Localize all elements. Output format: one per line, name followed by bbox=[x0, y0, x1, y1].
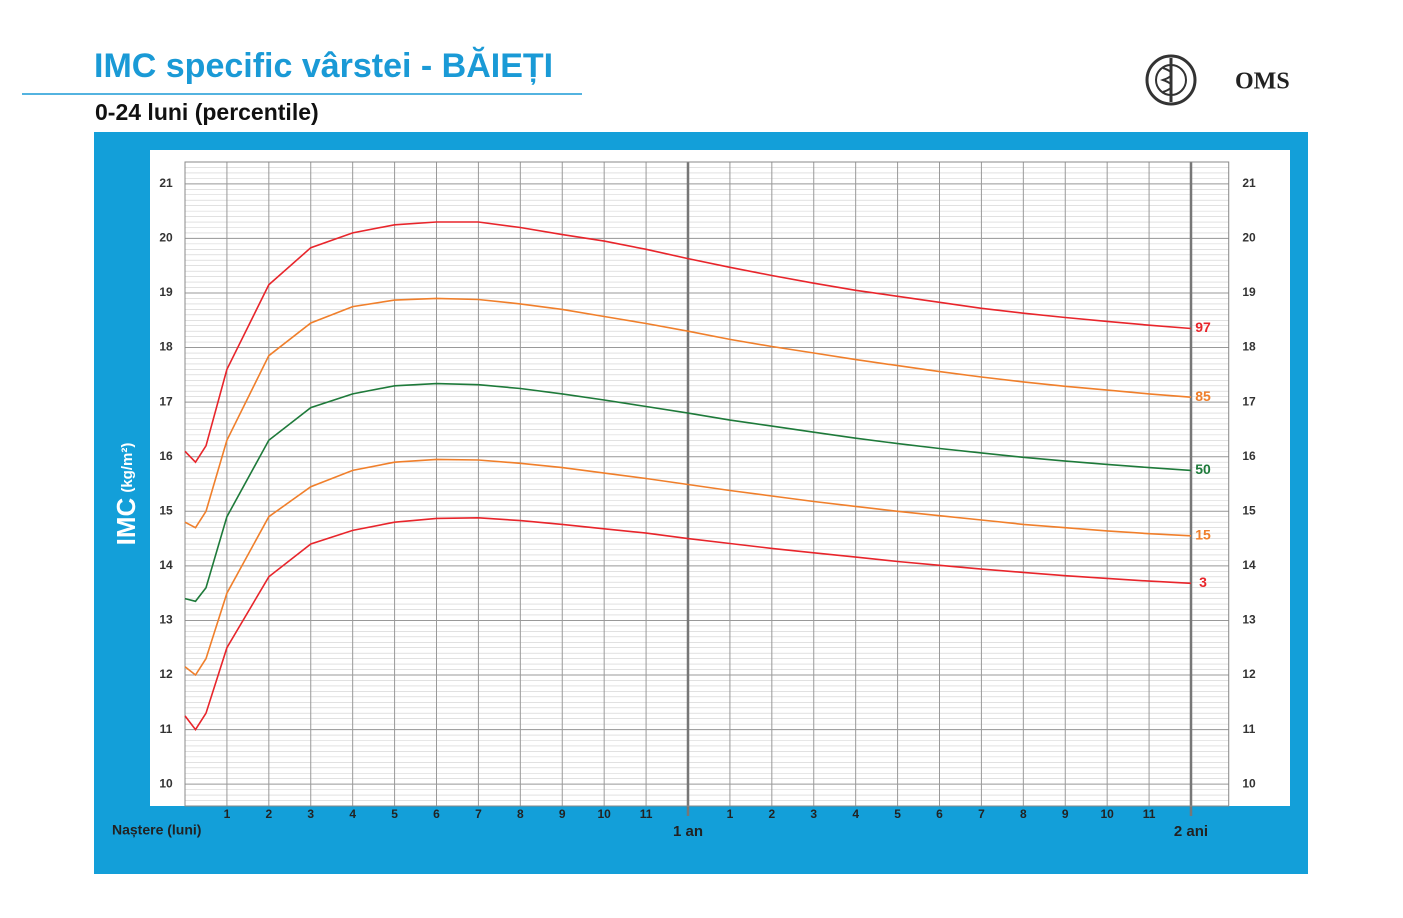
x-tick-label: 7 bbox=[978, 807, 985, 821]
x-tick-label: 6 bbox=[936, 807, 943, 821]
y-tick-label: 20 bbox=[159, 231, 173, 245]
x-tick-label: 3 bbox=[307, 807, 314, 821]
plot-frame bbox=[184, 161, 1230, 807]
x-tick-label: 5 bbox=[894, 807, 901, 821]
x-tick-label: 11 bbox=[1143, 807, 1156, 821]
y-tick-label: 19 bbox=[159, 285, 173, 299]
y-tick-label-right: 13 bbox=[1242, 613, 1256, 627]
percentile-line bbox=[184, 221, 1192, 464]
title: IMC specific vârstei - BĂIEȚI bbox=[94, 47, 553, 85]
x-tick-label: 2 bbox=[265, 807, 272, 821]
x-tick-label: 8 bbox=[517, 807, 524, 821]
y-tick-label: 11 bbox=[160, 722, 173, 736]
y-tick-label: 15 bbox=[159, 503, 173, 517]
x-tick-label: 1 bbox=[224, 807, 231, 821]
y-axis-label-main: IMC bbox=[111, 497, 141, 545]
y-axis-label: IMC (kg/m²) bbox=[111, 443, 141, 546]
y-tick-label: 18 bbox=[159, 340, 173, 354]
x-axis-origin-label: Naștere (luni) bbox=[112, 822, 201, 838]
y-tick-label: 17 bbox=[159, 394, 173, 408]
x-tick-label: 4 bbox=[349, 807, 356, 821]
y-tick-label: 21 bbox=[159, 176, 173, 190]
y-tick-label: 14 bbox=[159, 558, 173, 572]
x-tick-label: 10 bbox=[1100, 807, 1114, 821]
logo bbox=[1145, 54, 1197, 106]
y-tick-label: 10 bbox=[159, 776, 173, 790]
x-tick-label: 11 bbox=[640, 807, 653, 821]
x-tick-label: 7 bbox=[475, 807, 482, 821]
y-tick-label-right: 12 bbox=[1242, 667, 1256, 681]
percentile-line bbox=[184, 297, 1192, 529]
x-tick-label: 5 bbox=[391, 807, 398, 821]
x-tick-label: 1 bbox=[727, 807, 734, 821]
x-tick-label: 3 bbox=[810, 807, 817, 821]
x-tick-label: 2 bbox=[768, 807, 775, 821]
y-tick-label-right: 21 bbox=[1242, 176, 1256, 190]
subtitle: 0-24 luni (percentile) bbox=[95, 99, 319, 125]
series-label: 50 bbox=[1195, 461, 1211, 477]
series-label: 85 bbox=[1195, 388, 1211, 404]
y-tick-label-right: 10 bbox=[1242, 776, 1256, 790]
y-tick-label: 12 bbox=[159, 667, 173, 681]
y-tick-label-right: 14 bbox=[1242, 558, 1256, 572]
series-label: 3 bbox=[1199, 574, 1207, 590]
x-tick-label: 6 bbox=[433, 807, 440, 821]
x-tick-label: 10 bbox=[597, 807, 611, 821]
y-tick-label: 16 bbox=[159, 449, 173, 463]
x-tick-label: 9 bbox=[1062, 807, 1069, 821]
y-tick-label-right: 15 bbox=[1242, 503, 1256, 517]
logo-text: OMS bbox=[1235, 69, 1290, 95]
percentile-line bbox=[184, 382, 1192, 603]
series-label: 97 bbox=[1195, 319, 1211, 335]
y-tick-label-right: 17 bbox=[1242, 394, 1256, 408]
y-axis-label-unit: (kg/m²) bbox=[119, 443, 136, 493]
x-tick-label: 8 bbox=[1020, 807, 1027, 821]
x-tick-label: 9 bbox=[559, 807, 566, 821]
x-tick-label: 4 bbox=[852, 807, 859, 821]
y-tick-label-right: 18 bbox=[1242, 340, 1256, 354]
y-tick-label-right: 19 bbox=[1242, 285, 1256, 299]
y-tick-label-right: 20 bbox=[1242, 231, 1256, 245]
percentile-line bbox=[184, 516, 1192, 731]
x-tick-label: 2 ani bbox=[1174, 823, 1208, 840]
y-tick-label: 13 bbox=[159, 613, 173, 627]
percentile-line bbox=[184, 458, 1192, 677]
y-tick-label-right: 11 bbox=[1243, 722, 1256, 736]
x-tick-label: 1 an bbox=[673, 823, 703, 840]
series-label: 15 bbox=[1195, 527, 1211, 543]
y-tick-label-right: 16 bbox=[1242, 449, 1256, 463]
